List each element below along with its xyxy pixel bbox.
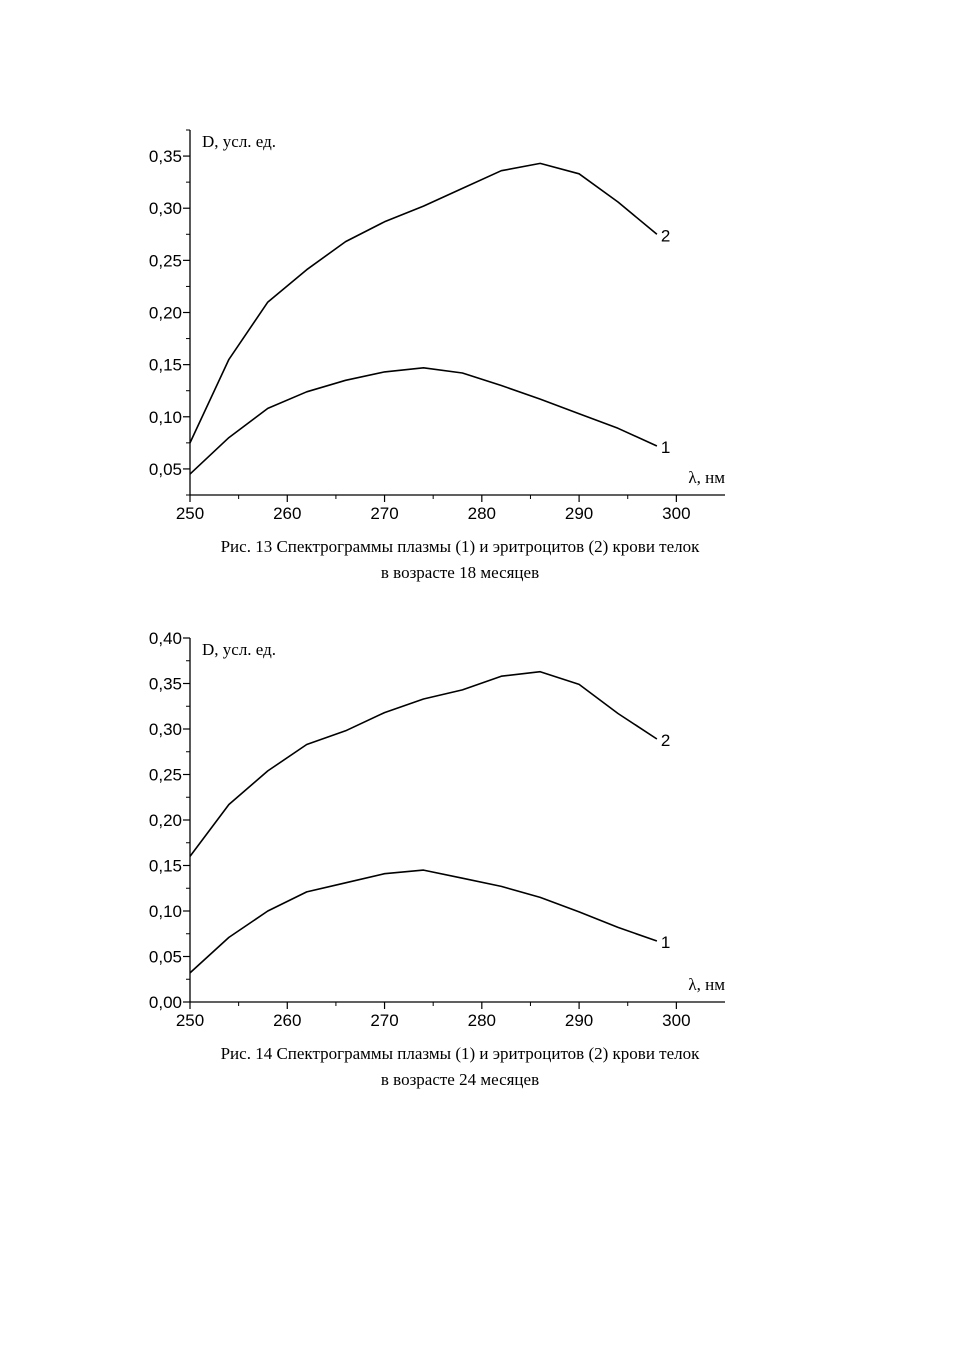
chart-14: 250 260 270 280 290 300 0,00 0,05 0,10 0,15 0,20 0,… [149, 629, 725, 1030]
series-line-2 [189, 162, 658, 444]
series-line-1 [189, 869, 658, 974]
caption-line-2: в возрасте 24 месяцев [380, 1070, 540, 1089]
x-tick-label: 250 [176, 1011, 204, 1030]
y-tick-label: 0,20 [149, 304, 182, 323]
figure-caption: Рис. 14 Спектрограммы плазмы (1) и эритр… [100, 1041, 820, 1093]
x-tick-label: 300 [662, 1011, 690, 1030]
x-axis-title: λ, нм [688, 468, 725, 487]
y-tick-label: 0,15 [149, 857, 182, 876]
x-tick-label: 270 [370, 504, 398, 523]
series-label-2: 2 [661, 731, 670, 750]
caption-line-1: Рис. 13 Спектрограммы плазмы (1) и эритр… [220, 537, 700, 556]
caption-line-1: Рис. 14 Спектрограммы плазмы (1) и эритр… [220, 1044, 700, 1063]
y-axis-title: D, усл. ед. [202, 640, 276, 659]
x-tick-label: 280 [468, 1011, 496, 1030]
x-tick-label: 290 [565, 1011, 593, 1030]
y-tick-label: 0,05 [149, 948, 182, 967]
figure-13: 250 260 270 280 290 300 0,05 0,10 0,15 0,20 0,25 0,… [0, 120, 954, 600]
caption-line-2: в возрасте 18 месяцев [380, 563, 540, 582]
y-tick-label: 0,40 [149, 629, 182, 648]
x-tick-label: 300 [662, 504, 690, 523]
series-label-1: 1 [661, 933, 670, 952]
x-tick-label: 260 [273, 1011, 301, 1030]
y-tick-label: 0,10 [149, 408, 182, 427]
x-axis-title: λ, нм [688, 975, 725, 994]
series-line-2 [189, 670, 658, 857]
y-tick-label: 0,05 [149, 460, 182, 479]
y-tick-label: 0,30 [149, 199, 182, 218]
series-label-2: 2 [661, 226, 670, 245]
x-tick-label: 290 [565, 504, 593, 523]
series-label-1: 1 [661, 438, 670, 457]
x-tick-label: 250 [176, 504, 204, 523]
y-tick-label: 0,35 [149, 147, 182, 166]
y-tick-label: 0,10 [149, 902, 182, 921]
x-tick-label: 260 [273, 504, 301, 523]
chart-13: 250 260 270 280 290 300 0,05 0,10 0,15 0,20 0,25 0,… [149, 129, 725, 523]
y-tick-label: 0,25 [149, 766, 182, 785]
y-tick-label: 0,15 [149, 356, 182, 375]
y-tick-label: 0,00 [149, 993, 182, 1012]
y-tick-label: 0,30 [149, 720, 182, 739]
y-axis-title: D, усл. ед. [202, 132, 276, 151]
figure-caption: Рис. 13 Спектрограммы плазмы (1) и эритр… [100, 534, 820, 586]
x-tick-label: 270 [370, 1011, 398, 1030]
figure-14: 250 260 270 280 290 300 0,00 0,05 0,10 0,15 0,20 0,… [0, 625, 954, 1105]
series-line-1 [189, 367, 658, 475]
y-tick-label: 0,25 [149, 251, 182, 270]
y-tick-label: 0,35 [149, 675, 182, 694]
y-tick-label: 0,20 [149, 811, 182, 830]
x-tick-label: 280 [468, 504, 496, 523]
